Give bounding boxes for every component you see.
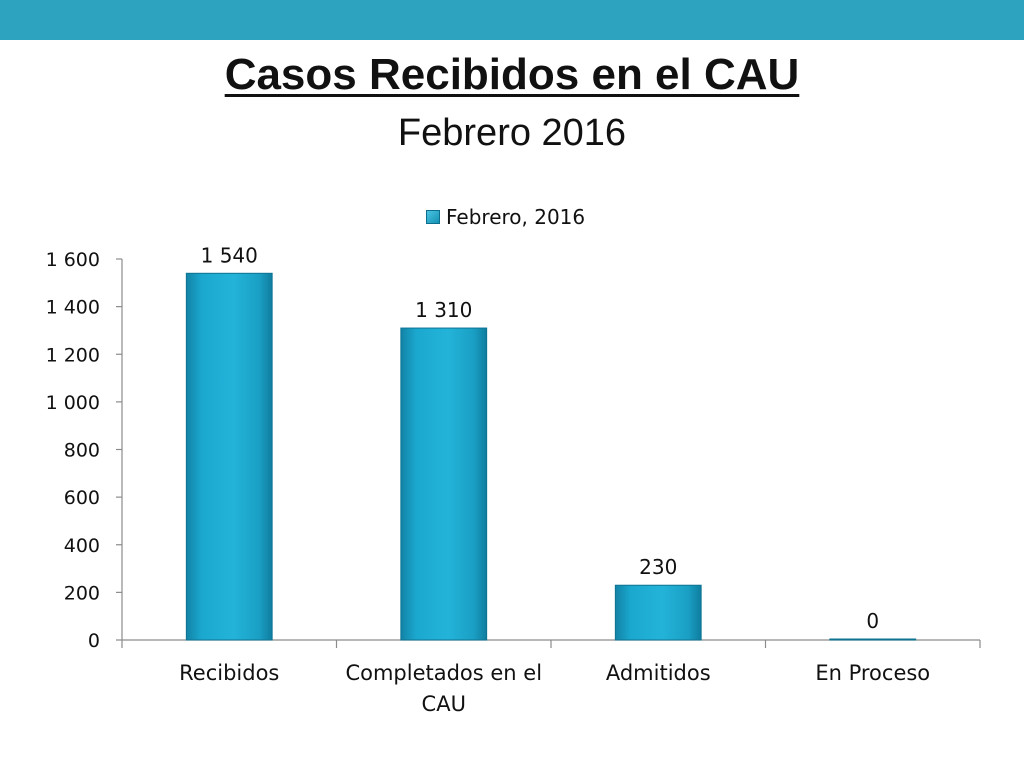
y-tick-label: 1 000 <box>46 392 100 414</box>
bar-3 <box>829 638 917 641</box>
data-label: 0 <box>866 609 879 633</box>
data-label: 230 <box>639 555 677 579</box>
y-tick-label: 1 400 <box>46 297 100 319</box>
legend-swatch <box>426 210 440 224</box>
x-tick-label: CAU <box>422 692 466 716</box>
y-tick-label: 1 600 <box>46 249 100 271</box>
x-tick-label: Admitidos <box>606 661 711 685</box>
x-tick-label: Completados en el <box>345 661 542 685</box>
bar-2 <box>614 584 702 641</box>
y-tick-label: 600 <box>64 487 100 509</box>
legend-label: Febrero, 2016 <box>446 205 586 229</box>
y-tick-label: 0 <box>88 630 100 652</box>
data-label: 1 310 <box>415 298 472 322</box>
bar-0 <box>185 272 273 641</box>
y-tick-label: 1 200 <box>46 344 100 366</box>
y-tick-label: 800 <box>64 440 100 462</box>
chart-subtitle: Febrero 2016 <box>397 112 627 154</box>
header-accent-bar <box>0 0 1024 40</box>
x-tick-label: Recibidos <box>179 661 279 685</box>
data-label: 1 540 <box>201 243 258 267</box>
bar-1 <box>400 327 488 641</box>
y-tick-label: 400 <box>64 535 100 557</box>
chart-title: Casos Recibidos en el CAU <box>224 50 800 99</box>
y-tick-label: 200 <box>64 582 100 604</box>
legend: Febrero, 2016 <box>426 205 585 229</box>
x-tick-label: En Proceso <box>815 661 930 685</box>
